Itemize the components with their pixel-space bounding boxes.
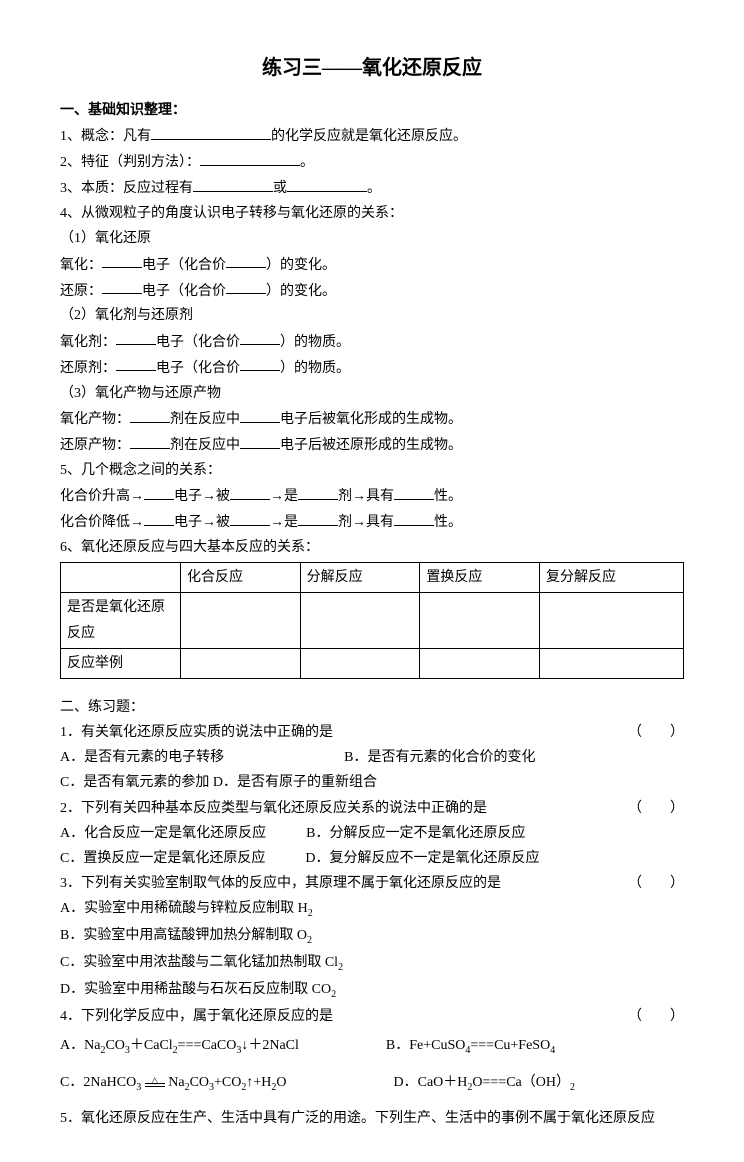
blank-field[interactable]: [130, 432, 170, 449]
blank-field[interactable]: [226, 278, 266, 295]
blank-field[interactable]: [240, 329, 280, 346]
blank-field[interactable]: [240, 406, 280, 423]
item-5: 5、几个概念之间的关系：: [60, 458, 684, 483]
blank-field[interactable]: [287, 175, 367, 192]
blank-field[interactable]: [394, 509, 434, 526]
reaction-type-table: 化合反应 分解反应 置换反应 复分解反应 是否是氧化还原反应 反应举例: [60, 562, 684, 679]
sub-4-1: （1）氧化还原: [60, 226, 684, 251]
item-1: 1、概念：凡有的化学反应就是氧化还原反应。: [60, 123, 684, 149]
item-3: 3、本质：反应过程有或。: [60, 175, 684, 201]
reducer-def: 还原剂：电子（化合价）的物质。: [60, 355, 684, 381]
table-header-row: 化合反应 分解反应 置换反应 复分解反应: [61, 563, 684, 593]
oxidizer-def: 氧化剂：电子（化合价）的物质。: [60, 329, 684, 355]
blank-field[interactable]: [230, 483, 270, 500]
blank-field[interactable]: [144, 509, 174, 526]
q3-opt-d: D．实验室中用稀盐酸与石灰石反应制取 CO2: [60, 977, 684, 1004]
q3-opt-c: C．实验室中用浓盐酸与二氧化锰加热制取 Cl2: [60, 950, 684, 977]
col-decomposition: 分解反应: [300, 563, 420, 593]
blank-field[interactable]: [240, 432, 280, 449]
heat-arrow-icon: △: [145, 1077, 165, 1087]
blank-field[interactable]: [151, 123, 271, 140]
valence-up: 化合价升高→电子→被→是剂→具有性。: [60, 483, 684, 509]
reduction-def: 还原：电子（化合价）的变化。: [60, 278, 684, 304]
section2-header: 二、练习题：: [60, 695, 684, 720]
ox-product-def: 氧化产物：剂在反应中电子后被氧化形成的生成物。: [60, 406, 684, 432]
red-product-def: 还原产物：剂在反应中电子后被还原形成的生成物。: [60, 432, 684, 458]
blank-field[interactable]: [193, 175, 273, 192]
answer-paren[interactable]: （ ）: [628, 871, 684, 896]
worksheet-title: 练习三——氧化还原反应: [60, 50, 684, 86]
blank-field[interactable]: [102, 278, 142, 295]
blank-field[interactable]: [240, 355, 280, 372]
table-cell[interactable]: [540, 593, 684, 648]
section1-header: 一、基础知识整理：: [60, 98, 684, 123]
col-displacement: 置换反应: [420, 563, 540, 593]
table-row: 是否是氧化还原反应: [61, 593, 684, 648]
blank-field[interactable]: [226, 252, 266, 269]
col-combination: 化合反应: [181, 563, 301, 593]
blank-field[interactable]: [394, 483, 434, 500]
table-row: 反应举例: [61, 648, 684, 678]
sub-4-3: （3）氧化产物与还原产物: [60, 381, 684, 406]
blank-field[interactable]: [116, 329, 156, 346]
blank-field[interactable]: [144, 483, 174, 500]
q3-opt-b: B．实验室中用高锰酸钾加热分解制取 O2: [60, 923, 684, 950]
table-cell[interactable]: [300, 648, 420, 678]
blank-field[interactable]: [298, 483, 338, 500]
answer-paren[interactable]: （ ）: [628, 720, 684, 745]
item-6: 6、氧化还原反应与四大基本反应的关系：: [60, 535, 684, 560]
table-cell[interactable]: [300, 593, 420, 648]
question-2: 2．下列有关四种基本反应类型与氧化还原反应关系的说法中正确的是（ ）: [60, 796, 684, 821]
blank-field[interactable]: [298, 509, 338, 526]
q2-opts-cd: C．置换反应一定是氧化还原反应D．复分解反应不一定是氧化还原反应: [60, 846, 684, 871]
row-is-redox: 是否是氧化还原反应: [61, 593, 181, 648]
question-1: 1．有关氧化还原反应实质的说法中正确的是（ ）: [60, 720, 684, 745]
table-cell[interactable]: [181, 648, 301, 678]
q4-opts-cd: C．2NaHCO3 △ Na2CO3+CO2↑+H2O D．CaO＋H2O===…: [60, 1070, 684, 1097]
q1-opt-c: C．是否有氧元素的参加 D．是否有原子的重新组合: [60, 770, 684, 795]
blank-field[interactable]: [130, 406, 170, 423]
row-example: 反应举例: [61, 648, 181, 678]
q1-opt-a: A．是否有元素的电子转移B．是否有元素的化合价的变化: [60, 745, 684, 770]
answer-paren[interactable]: （ ）: [628, 1004, 684, 1029]
oxidation-def: 氧化：电子（化合价）的变化。: [60, 252, 684, 278]
table-cell[interactable]: [181, 593, 301, 648]
table-cell[interactable]: [420, 648, 540, 678]
question-4: 4．下列化学反应中，属于氧化还原反应的是（ ）: [60, 1004, 684, 1029]
answer-paren[interactable]: （ ）: [628, 796, 684, 821]
valence-down: 化合价降低→电子→被→是剂→具有性。: [60, 509, 684, 535]
q2-opts-ab: A．化合反应一定是氧化还原反应B．分解反应一定不是氧化还原反应: [60, 821, 684, 846]
blank-field[interactable]: [200, 149, 300, 166]
col-metathesis: 复分解反应: [540, 563, 684, 593]
sub-4-2: （2）氧化剂与还原剂: [60, 303, 684, 328]
q4-opts-ab: A．Na2CO3＋CaCl2===CaCO3↓＋2NaCl B．Fe+CuSO4…: [60, 1033, 684, 1060]
blank-field[interactable]: [116, 355, 156, 372]
question-5: 5．氧化还原反应在生产、生活中具有广泛的用途。下列生产、生活中的事例不属于氧化还…: [60, 1106, 684, 1131]
question-3: 3．下列有关实验室制取气体的反应中，其原理不属于氧化还原反应的是（ ）: [60, 871, 684, 896]
blank-field[interactable]: [230, 509, 270, 526]
item-4: 4、从微观粒子的角度认识电子转移与氧化还原的关系：: [60, 201, 684, 226]
q3-opt-a: A．实验室中用稀硫酸与锌粒反应制取 H2: [60, 896, 684, 923]
table-cell[interactable]: [420, 593, 540, 648]
item-2: 2、特征（判别方法）：。: [60, 149, 684, 175]
blank-field[interactable]: [102, 252, 142, 269]
table-cell[interactable]: [540, 648, 684, 678]
